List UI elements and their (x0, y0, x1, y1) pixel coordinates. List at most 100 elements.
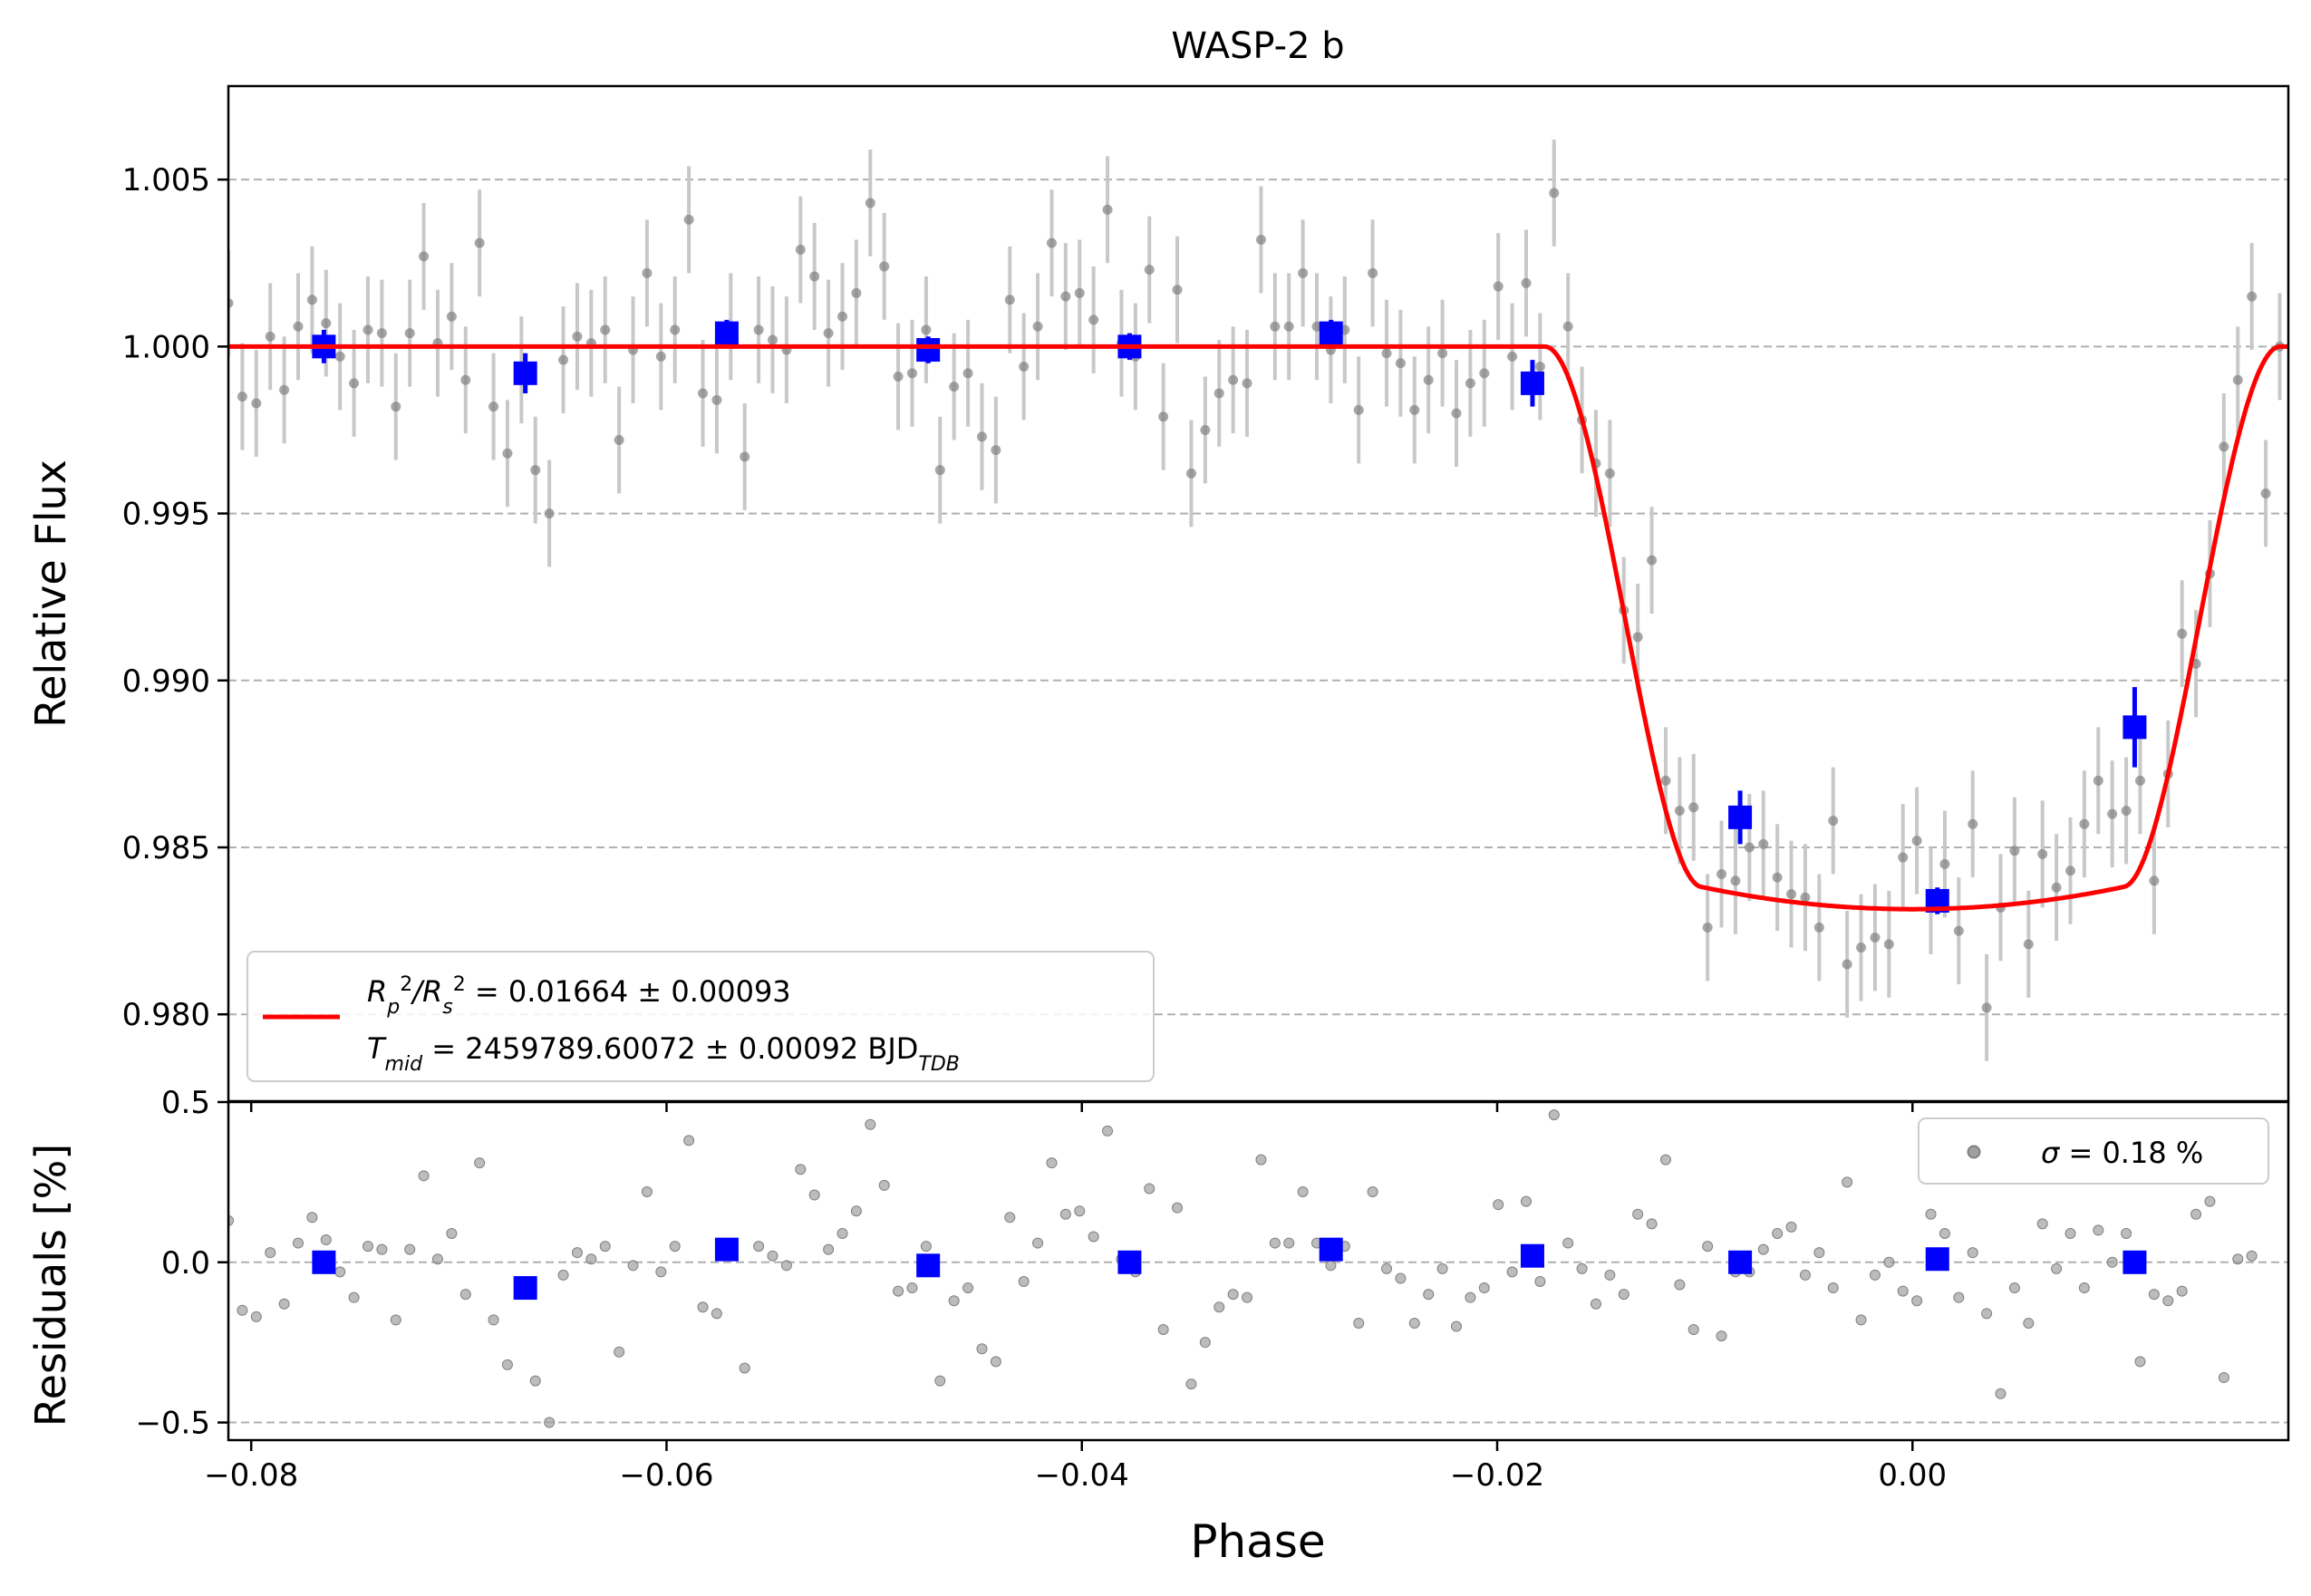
raw-point (2037, 848, 2048, 859)
raw-point (1758, 838, 1769, 849)
residual-point (1506, 1266, 1518, 1278)
residual-point (1939, 1227, 1950, 1239)
raw-point (1185, 468, 1196, 479)
residual-point (878, 1179, 890, 1191)
residual-point (2093, 1224, 2104, 1236)
residual-point (753, 1241, 765, 1253)
residual-point (614, 1346, 625, 1358)
raw-point (1423, 374, 1434, 385)
residual-point (1646, 1218, 1658, 1230)
residual-point (1827, 1282, 1839, 1294)
x-tick-label: 0.00 (1878, 1457, 1947, 1494)
residual-point (501, 1359, 513, 1370)
residual-point (1059, 1208, 1071, 1220)
residual-point (669, 1241, 681, 1253)
residual-point (1102, 1125, 1114, 1137)
raw-point (1283, 321, 1294, 332)
top-binned-points (312, 319, 2147, 914)
residual-point (1576, 1262, 1588, 1274)
raw-point (768, 334, 778, 345)
raw-point (1856, 943, 1867, 953)
raw-point (795, 245, 806, 256)
raw-point (2107, 808, 2118, 819)
raw-point (2260, 488, 2271, 498)
top-legend-box (247, 951, 1155, 1082)
raw-point (949, 382, 960, 392)
bottom-legend-box (1918, 1117, 2269, 1185)
raw-point (1786, 889, 1797, 900)
residual-point (431, 1253, 443, 1265)
residual-point (1325, 1260, 1337, 1272)
raw-point (1800, 892, 1811, 903)
legend-residual-swatch (1967, 1145, 1981, 1159)
residual-point (655, 1266, 667, 1278)
residual-point (1381, 1262, 1393, 1274)
residual-point (1465, 1291, 1476, 1303)
raw-point (683, 214, 694, 225)
residual-point (1199, 1337, 1211, 1349)
residual-point (627, 1260, 639, 1272)
raw-point (976, 431, 987, 442)
raw-point (1968, 818, 1978, 829)
binned-point (1520, 371, 1544, 395)
residual-point (292, 1237, 304, 1249)
residual-point (2064, 1227, 2076, 1239)
raw-point (419, 251, 430, 262)
raw-point (1534, 361, 1545, 372)
binned-residual-point (2122, 1250, 2147, 1274)
top-y-ticks: 0.980 0.985 0.990 0.995 1.000 1.005 (122, 162, 228, 1033)
raw-point (1870, 932, 1881, 943)
residual-point (711, 1308, 722, 1320)
top-raw-points (228, 188, 2285, 1013)
residual-point (418, 1170, 430, 1182)
residual-point (1353, 1317, 1365, 1329)
residual-point (348, 1291, 360, 1303)
raw-point (572, 331, 583, 342)
raw-point (2093, 775, 2103, 786)
residual-point (1088, 1231, 1099, 1243)
residual-point (1883, 1256, 1895, 1268)
raw-point (321, 318, 332, 329)
raw-point (2121, 805, 2132, 816)
residual-point (2204, 1195, 2216, 1207)
binned-point (1319, 321, 1343, 345)
raw-point (906, 368, 917, 379)
raw-point (1437, 348, 1448, 359)
residual-point (250, 1311, 262, 1322)
raw-point (642, 267, 653, 278)
binned-point (916, 338, 941, 363)
raw-point (1674, 805, 1685, 816)
bottom-y-ticks: −0.5 0.0 0.5 (135, 1085, 228, 1442)
residual-point (446, 1227, 458, 1239)
raw-point (1298, 267, 1309, 278)
residual-point (1632, 1208, 1644, 1220)
residual-point (1785, 1221, 1797, 1233)
raw-point (1032, 321, 1043, 332)
residual-point (2162, 1295, 2174, 1307)
binned-residual-point (312, 1250, 336, 1274)
raw-point (2219, 441, 2229, 452)
raw-point (740, 451, 750, 462)
raw-point (2232, 374, 2243, 385)
raw-point (1562, 321, 1573, 332)
y-tick-label: 0.985 (122, 830, 210, 866)
residual-point (1855, 1314, 1867, 1326)
y-tick-label: 1.000 (122, 329, 210, 365)
y-tick-label: 0.995 (122, 497, 210, 533)
raw-point (228, 297, 234, 308)
residual-point (557, 1269, 569, 1281)
raw-point (600, 324, 611, 335)
residual-point (976, 1343, 988, 1355)
residual-point (697, 1301, 709, 1313)
residual-point (739, 1362, 750, 1374)
residual-point (488, 1314, 499, 1326)
residual-point (850, 1205, 862, 1217)
bottom-x-ticks: −0.08 −0.06 −0.04 −0.02 0.00 (204, 1440, 1947, 1494)
residual-point (641, 1185, 653, 1197)
residual-point (1255, 1154, 1267, 1166)
residual-point (544, 1417, 556, 1428)
residual-point (1214, 1301, 1225, 1313)
residual-point (2051, 1262, 2063, 1274)
residual-point (1269, 1237, 1281, 1249)
